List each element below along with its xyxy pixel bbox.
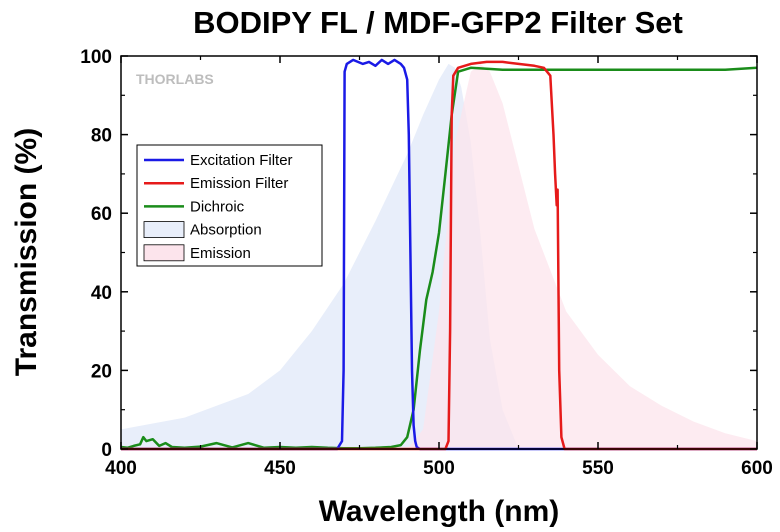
y-tick-label: 100 — [80, 47, 112, 68]
y-axis-title: Transmission (%) — [10, 128, 43, 376]
y-tick-label: 60 — [91, 204, 112, 225]
legend-swatch-absorption — [143, 221, 185, 239]
x-tick-label: 500 — [423, 458, 455, 479]
legend-swatch-emission — [143, 244, 185, 262]
emission-area — [121, 63, 757, 450]
x-tick-label: 400 — [105, 458, 137, 479]
y-tick-label: 20 — [91, 361, 112, 382]
x-tick-label: 550 — [582, 458, 614, 479]
chart-title: BODIPY FL / MDF-GFP2 Filter Set — [193, 5, 683, 40]
x-axis-title: Wavelength (nm) — [319, 495, 560, 528]
absorption-area — [121, 63, 757, 450]
thorlabs-watermark: THORLABS — [136, 71, 214, 87]
area-series-group — [121, 63, 757, 450]
y-tick-label: 0 — [101, 440, 112, 461]
excitation-filter-line — [121, 58, 757, 451]
legend-label-absorption: Absorption — [190, 222, 262, 239]
legend-label-emission-filter: Emission Filter — [190, 175, 288, 192]
legend-label-excitation-filter: Excitation Filter — [190, 152, 293, 169]
line-series-group — [120, 58, 758, 451]
legend-label-dichroic: Dichroic — [190, 198, 245, 215]
legend-label-emission: Emission — [190, 245, 251, 262]
y-tick-label: 80 — [91, 126, 112, 147]
legend: Excitation Filter Emission Filter Dichroic… — [136, 144, 323, 267]
x-tick-label: 450 — [264, 458, 296, 479]
x-tick-label: 600 — [741, 458, 773, 479]
emission-filter-line — [121, 60, 757, 451]
y-tick-label: 40 — [91, 283, 112, 304]
axis-ticks: 400 450 500 550 600 0 20 40 60 80 100 — [80, 47, 773, 479]
